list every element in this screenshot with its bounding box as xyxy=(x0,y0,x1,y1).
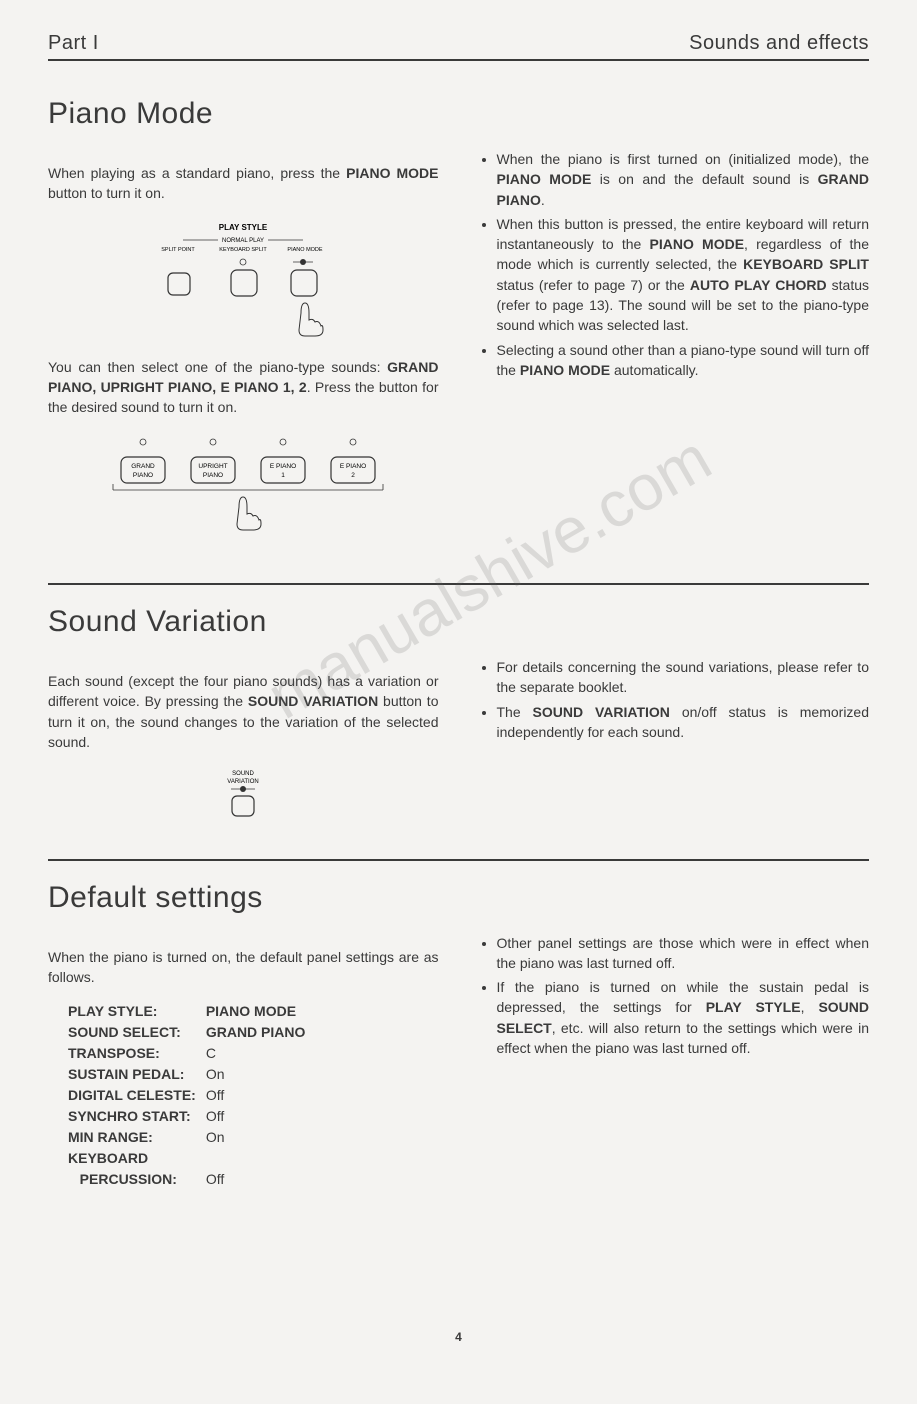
button-row: GRAND PIANO UPRIGHT PIANO E PIANO 1 E PI… xyxy=(121,457,375,483)
settings-row: DIGITAL CELESTE:Off xyxy=(68,1085,305,1106)
settings-row: MIN RANGE:On xyxy=(68,1127,305,1148)
default-settings-title: Default settings xyxy=(48,881,869,915)
svg-text:SPLIT POINT: SPLIT POINT xyxy=(161,247,195,253)
settings-row: PLAY STYLE:PIANO MODE xyxy=(68,1001,305,1022)
settings-value: On xyxy=(206,1127,306,1148)
sound-variation-right-col: For details concerning the sound variati… xyxy=(479,657,870,840)
sound-variation-title: Sound Variation xyxy=(48,605,869,639)
part-label: Part I xyxy=(48,32,99,55)
page-number: 4 xyxy=(48,1330,869,1344)
settings-label: DIGITAL CELESTE: xyxy=(68,1085,206,1106)
settings-label: MIN RANGE: xyxy=(68,1127,206,1148)
svg-text:PIANO: PIANO xyxy=(133,472,153,479)
settings-label: TRANSPOSE: xyxy=(68,1043,206,1064)
piano-mode-left-col: When playing as a standard piano, press … xyxy=(48,149,439,561)
divider-2 xyxy=(48,859,869,861)
piano-mode-bullet-2: When this button is pressed, the entire … xyxy=(497,214,870,336)
settings-value: GRAND PIANO xyxy=(206,1022,306,1043)
sv-bullet-1: For details concerning the sound variati… xyxy=(497,657,870,698)
default-settings-intro: When the piano is turned on, the default… xyxy=(48,947,439,988)
svg-text:1: 1 xyxy=(281,472,285,479)
settings-value: Off xyxy=(206,1106,306,1127)
sound-variation-para: Each sound (except the four piano sounds… xyxy=(48,671,439,752)
diag-play-style-label: PLAY STYLE xyxy=(219,223,268,232)
svg-text:PIANO: PIANO xyxy=(203,472,223,479)
svg-text:UPRIGHT: UPRIGHT xyxy=(199,463,228,470)
svg-text:E PIANO: E PIANO xyxy=(340,463,366,470)
default-settings-left-col: When the piano is turned on, the default… xyxy=(48,933,439,1191)
settings-value: PIANO MODE xyxy=(206,1001,306,1022)
svg-text:KEYBOARD SPLIT: KEYBOARD SPLIT xyxy=(220,247,268,253)
settings-value: Off xyxy=(206,1085,306,1106)
svg-text:PIANO MODE: PIANO MODE xyxy=(288,247,323,253)
svg-text:GRAND: GRAND xyxy=(132,463,156,470)
svg-text:NORMAL PLAY: NORMAL PLAY xyxy=(222,238,264,244)
settings-table: PLAY STYLE:PIANO MODESOUND SELECT:GRAND … xyxy=(68,1001,305,1190)
svg-text:VARIATION: VARIATION xyxy=(228,779,259,785)
sound-variation-diagram: SOUND VARIATION xyxy=(48,766,439,826)
settings-label: SUSTAIN PEDAL: xyxy=(68,1064,206,1085)
settings-row: SUSTAIN PEDAL:On xyxy=(68,1064,305,1085)
sound-buttons-diagram: GRAND PIANO UPRIGHT PIANO E PIANO 1 E PI… xyxy=(48,432,439,547)
settings-value: C xyxy=(206,1043,306,1064)
led-row xyxy=(140,439,356,445)
settings-label: SYNCHRO START: xyxy=(68,1106,206,1127)
settings-value: Off xyxy=(206,1169,306,1190)
ds-bullet-1: Other panel settings are those which wer… xyxy=(497,933,870,974)
settings-label: SOUND SELECT: xyxy=(68,1022,206,1043)
divider-1 xyxy=(48,583,869,585)
default-settings-right-col: Other panel settings are those which wer… xyxy=(479,933,870,1191)
svg-text:E PIANO: E PIANO xyxy=(270,463,296,470)
settings-value: On xyxy=(206,1064,306,1085)
piano-mode-para2: You can then select one of the piano-typ… xyxy=(48,357,439,418)
section-label: Sounds and effects xyxy=(689,32,869,55)
piano-mode-bullet-1: When the piano is first turned on (initi… xyxy=(497,149,870,210)
settings-row: SYNCHRO START:Off xyxy=(68,1106,305,1127)
piano-mode-para1: When playing as a standard piano, press … xyxy=(48,163,439,204)
piano-mode-bullet-3: Selecting a sound other than a piano-typ… xyxy=(497,340,870,381)
settings-row: TRANSPOSE:C xyxy=(68,1043,305,1064)
piano-mode-title: Piano Mode xyxy=(48,97,869,131)
play-style-diagram: PLAY STYLE NORMAL PLAY SPLIT POINT KEYBO… xyxy=(48,218,439,343)
settings-label: PLAY STYLE: xyxy=(68,1001,206,1022)
settings-label: KEYBOARD xyxy=(68,1148,206,1169)
sv-bullet-2: The SOUND VARIATION on/off status is mem… xyxy=(497,702,870,743)
ds-bullet-2: If the piano is turned on while the sust… xyxy=(497,977,870,1058)
sound-variation-left-col: Each sound (except the four piano sounds… xyxy=(48,657,439,840)
settings-row: KEYBOARD xyxy=(68,1148,305,1169)
header-bar: Part I Sounds and effects xyxy=(48,32,869,61)
piano-mode-right-col: When the piano is first turned on (initi… xyxy=(479,149,870,561)
settings-value xyxy=(206,1148,306,1169)
settings-row: SOUND SELECT:GRAND PIANO xyxy=(68,1022,305,1043)
svg-text:SOUND: SOUND xyxy=(232,771,254,777)
settings-row: PERCUSSION:Off xyxy=(68,1169,305,1190)
settings-label: PERCUSSION: xyxy=(68,1169,206,1190)
svg-text:2: 2 xyxy=(351,472,355,479)
